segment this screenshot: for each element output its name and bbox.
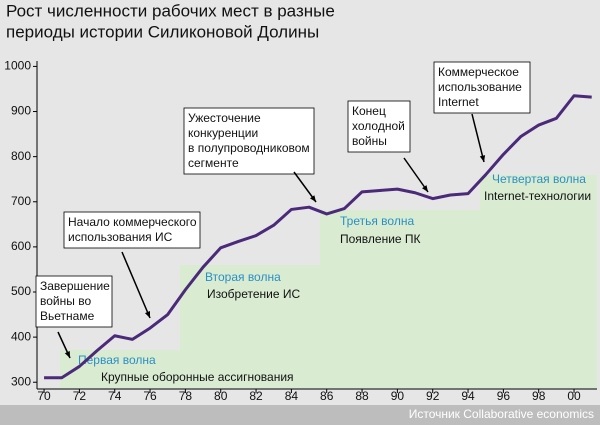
arrow-head [309, 195, 316, 202]
annotation-text: Конец [352, 104, 386, 118]
arrow-head [64, 351, 70, 358]
x-tick-label: 78 [179, 389, 193, 403]
x-tick-label: 96 [497, 389, 511, 403]
annotation-text: Internet [438, 95, 479, 109]
annotation-box [183, 107, 315, 175]
x-tick-label: 76 [143, 389, 157, 403]
arrow-head [144, 311, 150, 318]
wave-description: Крупные оборонные ассигнования [101, 370, 294, 384]
x-tick-label: 84 [285, 389, 299, 403]
x-tick-label: 98 [532, 389, 546, 403]
annotation-arrow [121, 251, 151, 319]
x-tick-label: 00 [567, 389, 581, 403]
x-tick-label: 86 [320, 389, 334, 403]
y-tick-label: 500 [11, 284, 31, 298]
wave-description: Появление ПК [340, 232, 421, 246]
x-tick-label: 92 [426, 389, 440, 403]
annotation-arrow [471, 113, 485, 163]
y-tick-label: 900 [11, 104, 31, 118]
chart-title: периоды истории Силиконовой Долины [6, 22, 319, 41]
arrow-head [422, 185, 428, 192]
annotation-text: Коммерческое [438, 65, 519, 79]
annotation-text: Начало коммерческого [68, 215, 197, 229]
wave-description: Internet-технологии [484, 189, 591, 203]
wave-name: Первая волна [78, 353, 156, 367]
y-tick-label: 700 [11, 194, 31, 208]
chart-title: Рост численности рабочих мест в разные [6, 1, 335, 20]
annotation-text: войны [352, 134, 387, 148]
x-tick-label: 88 [355, 389, 369, 403]
annotation-box [63, 211, 201, 249]
x-tick-label: 70 [37, 389, 51, 403]
source: Источник Collaborative economics [409, 407, 594, 421]
annotation-text: сегменте [188, 156, 239, 170]
annotation-text: конкуренции [188, 126, 258, 140]
y-tick-label: 400 [11, 329, 31, 343]
y-tick-label: 800 [11, 149, 31, 163]
annotation-text: Вьетнаме [40, 309, 95, 323]
wave-name: Вторая волна [205, 270, 281, 284]
annotation-text: в полупроводниковом [188, 141, 310, 155]
annotation-text: войны во [40, 294, 91, 308]
line [44, 94, 592, 380]
y-tick-label: 300 [11, 374, 31, 388]
annotation-box [35, 275, 113, 328]
footer-bar [0, 405, 600, 425]
wave-description: Изобретение ИС [207, 287, 300, 301]
annotation-box [433, 61, 531, 114]
annotation-text: Ужесточение [188, 111, 261, 125]
x-tick-label: 94 [461, 389, 475, 403]
y-tick-label: 600 [11, 239, 31, 253]
annotation-box [347, 100, 411, 153]
wave-shading [60, 175, 597, 388]
x-tick-label: 74 [108, 389, 122, 403]
wave-name: Третья волна [340, 214, 414, 228]
annotation-arrow [403, 157, 429, 193]
x-tick-label: 82 [249, 389, 263, 403]
wave-name: Четвертая волна [492, 172, 586, 186]
annotation-text: Завершение [40, 279, 110, 293]
x-tick-label: 90 [391, 389, 405, 403]
y-tick-label: 1000 [4, 59, 31, 73]
annotation-text: использования ИС [68, 230, 173, 244]
annotation-text: использование [438, 80, 522, 94]
annotation-text: холодной [352, 119, 405, 133]
x-tick-label: 72 [73, 389, 87, 403]
x-tick-label: 80 [214, 389, 228, 403]
arrow-head [479, 155, 486, 162]
